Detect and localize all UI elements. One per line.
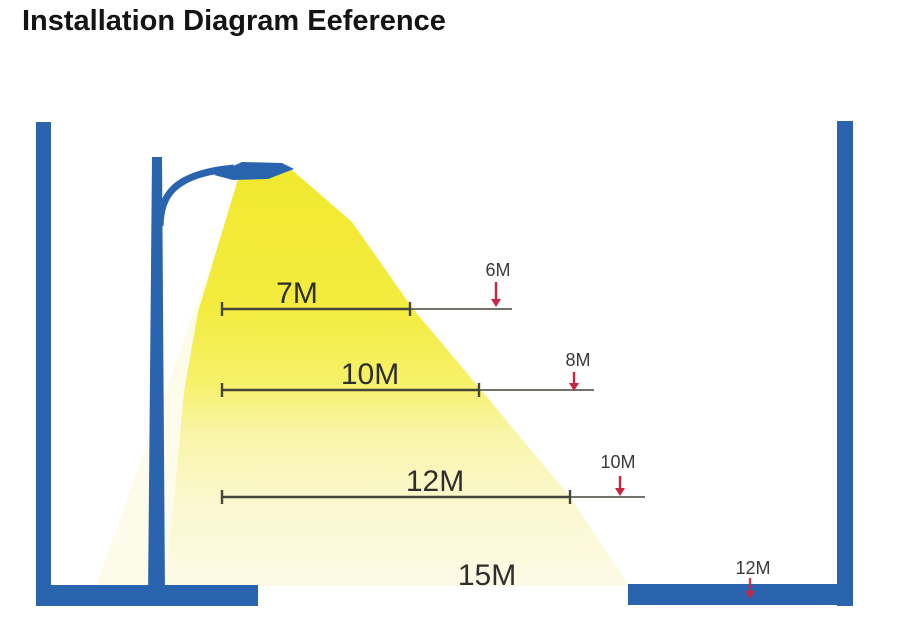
lamp-head-icon [214,162,294,180]
ground-left [36,585,258,606]
measurement-line-10m [220,383,594,397]
height-arrow-6m-icon [491,282,501,307]
light-pole [148,157,165,598]
pole-arm [156,164,235,227]
mount-height-label-6m: 6M [485,260,511,280]
beam-width-label-7m: 7M [276,277,318,310]
right-wall [837,121,853,606]
measurement-line-7m [220,302,512,316]
beam-width-label-15m: 15M [457,559,517,592]
page-title: Installation Diagram Eeference [22,5,446,37]
height-arrow-12m-icon [745,578,755,599]
beam-width-label-10m: 10M [340,358,400,391]
height-arrow-8m-icon [569,372,579,391]
light-beam [166,170,629,586]
left-wall [36,122,51,606]
beam-width-label-12m: 12M [405,465,465,498]
mount-height-label-8m: 8M [565,350,591,370]
ground-right [628,584,853,605]
height-arrow-10m-icon [615,476,625,496]
measurement-line-12m [220,490,645,504]
mount-height-label-12m: 12M [735,558,771,578]
mount-height-label-10m: 10M [600,452,636,472]
